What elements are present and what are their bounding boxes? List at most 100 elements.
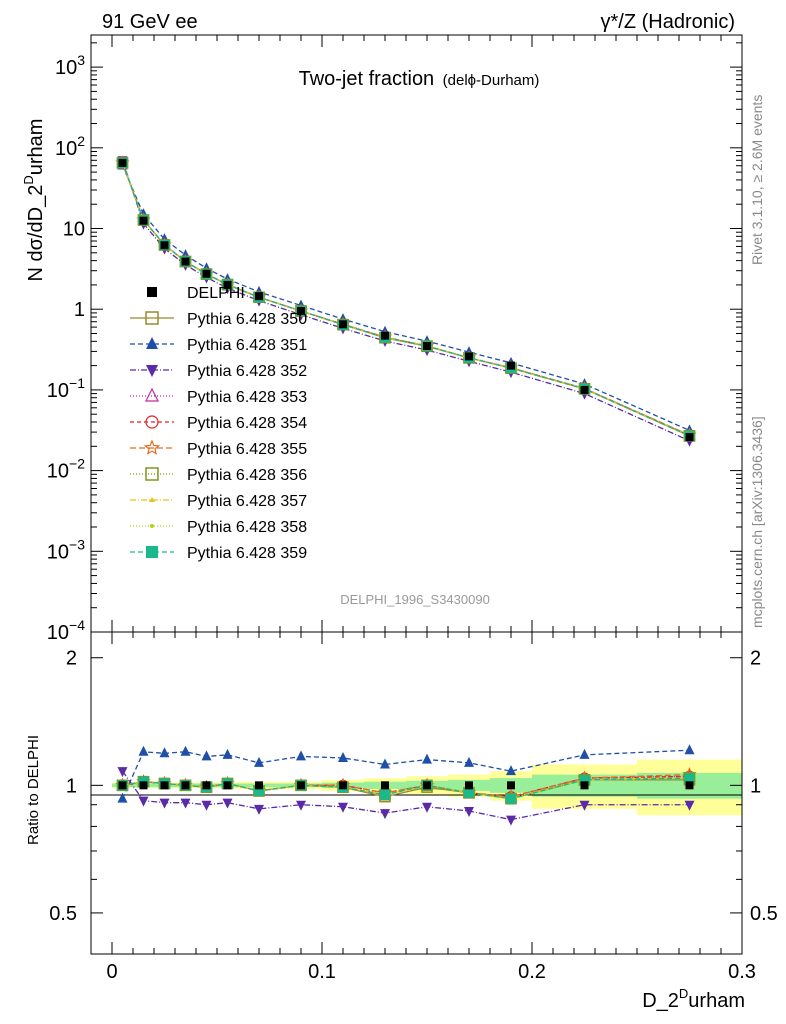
ratio-series-point	[338, 752, 348, 763]
ratio-series-point	[254, 804, 264, 815]
ratio-series-point	[380, 809, 390, 820]
ratio-series-point	[222, 748, 233, 759]
y-tick-label: 10−4	[47, 617, 85, 644]
ratio-series-point	[201, 750, 212, 761]
y-tick-label-base: 10	[47, 380, 69, 402]
series-line	[121, 162, 690, 437]
y-tick-label: 1	[74, 299, 85, 321]
ratio-series-point	[579, 800, 590, 811]
legend-marker	[145, 387, 159, 402]
y-tick-label-base: 10	[55, 57, 77, 79]
ratio-frame	[90, 631, 743, 955]
legend-label: Pythia 6.428 358	[187, 519, 307, 536]
ratio-series-point	[422, 802, 432, 813]
ratio-series-point	[464, 806, 474, 817]
ratio-series-point	[159, 798, 170, 809]
legend-marker	[146, 337, 158, 349]
ratio-series-point	[506, 793, 516, 804]
ratio-series-point	[117, 792, 128, 803]
plot-title-main: Two-jet fraction	[299, 68, 435, 90]
data-point	[507, 361, 515, 370]
ratio-y-tick-label-right: 0.5	[750, 903, 778, 925]
ratio-series-point	[380, 758, 390, 769]
legend-marker	[147, 287, 157, 297]
data-point	[580, 385, 589, 394]
y-tick-label-base: 10	[47, 461, 69, 483]
plot-title: Two-jet fraction (delϕ-Durham)	[299, 68, 540, 90]
data-point	[465, 352, 473, 361]
ratio-data-point	[507, 781, 515, 790]
ratio-series-point	[254, 785, 264, 796]
ratio-series-point	[380, 789, 390, 800]
ratio-data-point	[255, 781, 263, 790]
ratio-series-point	[296, 800, 306, 811]
data-point	[202, 269, 211, 278]
ratio-series-point	[579, 748, 590, 759]
legend-label: Pythia 6.428 359	[187, 545, 307, 562]
legend-marker	[149, 497, 155, 502]
ratio-data-point	[685, 781, 694, 790]
y-axis-label-base: N dσ/dD_2	[25, 185, 47, 282]
data-point	[118, 158, 127, 167]
ratio-data-point	[339, 781, 347, 790]
ratio-series-point	[684, 800, 695, 811]
y-tick-label-base: 10	[55, 138, 77, 160]
ratio-data-point	[202, 781, 211, 790]
x-tick-label: 0	[106, 961, 117, 983]
x-axis-label-tail: urham	[688, 990, 745, 1012]
ratio-data-point	[181, 781, 190, 790]
ratio-y-tick-label: 0.5	[49, 903, 77, 925]
y-tick-label: 10−3	[47, 536, 85, 563]
ratio-data-point	[160, 781, 169, 790]
ratio-data-point	[580, 781, 589, 790]
ratio-data-point	[465, 781, 473, 790]
ratio-series-point	[579, 774, 590, 785]
mcplots-label: mcplots.cern.ch [arXiv:1306.3436]	[749, 416, 765, 628]
y-tick-label-exp: −2	[69, 456, 85, 472]
x-axis-label-sup: D	[679, 986, 688, 1001]
ratio-data-point	[381, 781, 389, 790]
legend-label: Pythia 6.428 356	[187, 467, 307, 484]
data-point	[339, 320, 347, 329]
legend-label: Pythia 6.428 357	[187, 493, 307, 510]
y-tick-label-base: 10	[47, 622, 69, 644]
ratio-series-point	[180, 798, 191, 809]
y-tick-label-exp: −1	[69, 375, 85, 391]
ratio-y-tick-label-right: 2	[750, 648, 761, 670]
ratio-series-point	[222, 798, 233, 809]
series-line	[121, 160, 690, 442]
ratio-series-point	[138, 745, 149, 756]
ratio-series-point	[254, 756, 264, 767]
ratio-series-point	[506, 765, 516, 776]
ratio-series-point	[296, 750, 306, 761]
data-point	[423, 342, 431, 351]
y-tick-label-exp: −3	[69, 536, 85, 552]
legend-marker	[146, 365, 158, 377]
ratio-series-point	[180, 745, 191, 756]
y-tick-label: 102	[55, 133, 85, 160]
legend-label: Pythia 6.428 350	[187, 311, 307, 328]
ratio-data-point	[297, 781, 305, 790]
data-point	[160, 241, 169, 250]
y-axis-label: N dσ/dD_2Durham	[21, 119, 47, 282]
legend-label: Pythia 6.428 354	[187, 415, 307, 432]
legend: DELPHI Pythia 6.428 350 Pythia 6.428 351 Py…	[130, 285, 307, 562]
legend-marker	[146, 546, 158, 558]
y-tick-label-exp: 2	[77, 133, 85, 149]
ratio-data-point	[118, 781, 127, 790]
legend-label: Pythia 6.428 353	[187, 389, 307, 406]
ratio-series-point	[201, 800, 212, 811]
legend-label: Pythia 6.428 355	[187, 441, 307, 458]
ratio-series-point	[506, 815, 516, 826]
data-point	[685, 433, 694, 442]
y-tick-label-exp: 3	[77, 52, 85, 68]
y-axis-label-tail: urham	[25, 119, 47, 176]
ratio-y-tick-label-right: 1	[750, 775, 761, 797]
ratio-data-point	[423, 781, 431, 790]
data-point	[255, 292, 263, 301]
ratio-series-point	[117, 767, 128, 778]
y-tick-label: 10	[63, 219, 85, 241]
legend-label: Pythia 6.428 351	[187, 337, 307, 354]
ratio-series-point	[684, 773, 695, 784]
